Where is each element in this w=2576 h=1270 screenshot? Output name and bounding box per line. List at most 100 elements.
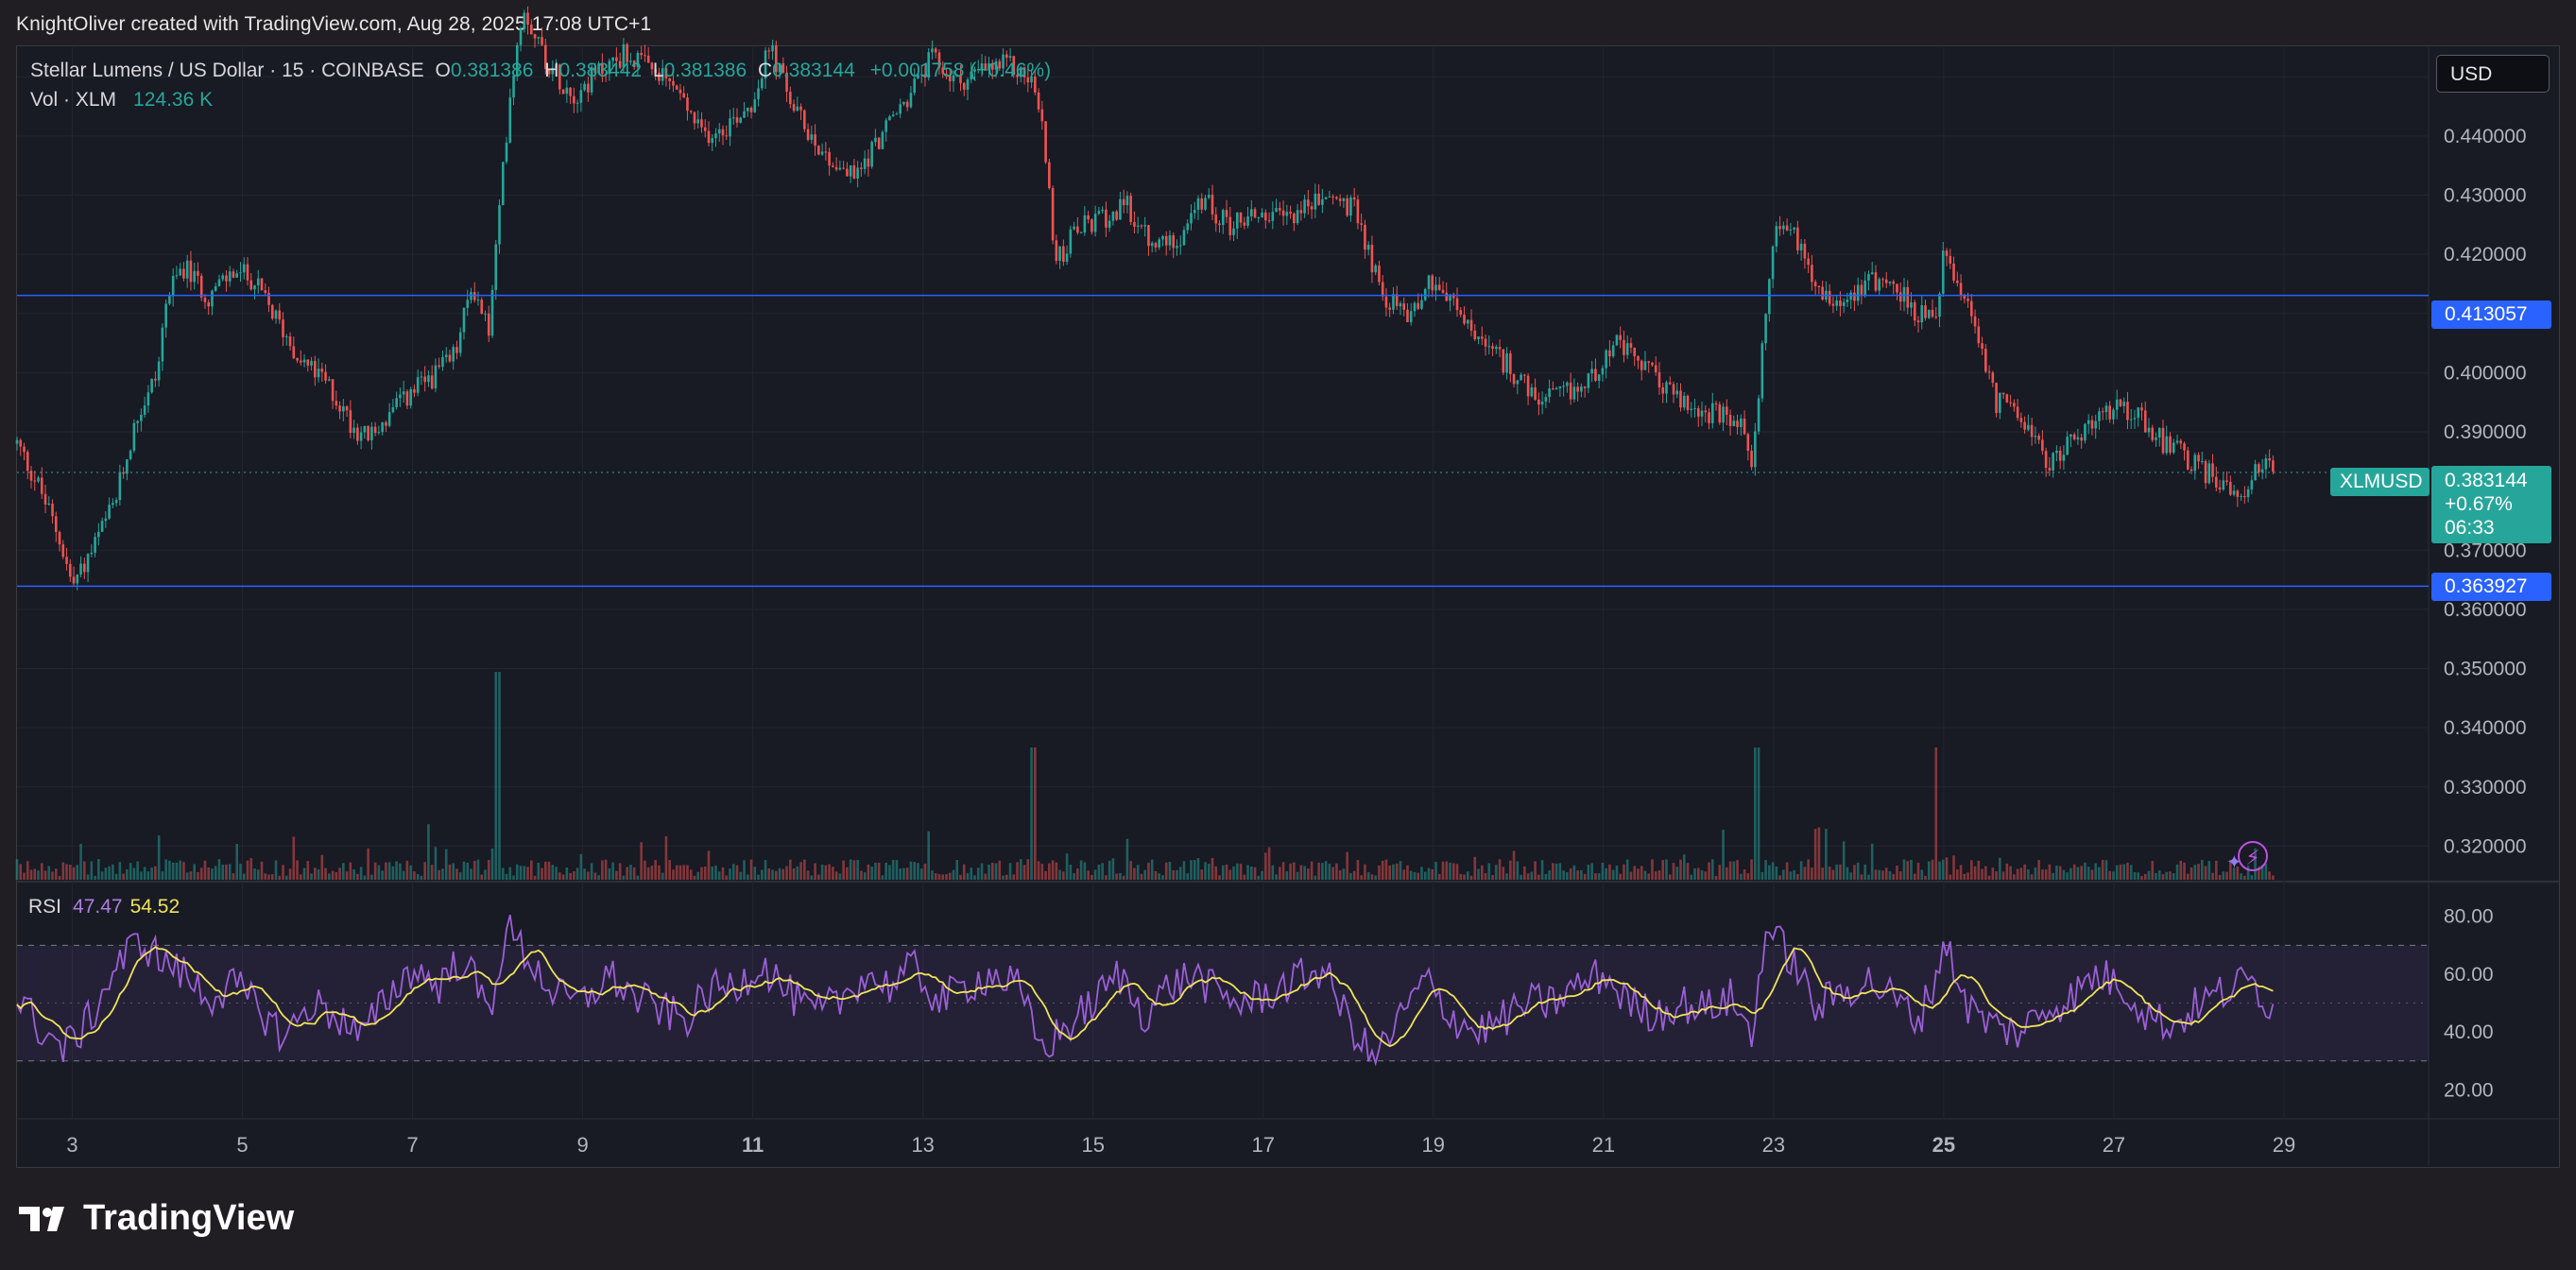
volume-bar <box>242 873 246 880</box>
candle-body <box>1682 395 1686 408</box>
volume-bar <box>2175 864 2179 880</box>
candle-body <box>179 268 181 276</box>
candle-body <box>2137 407 2140 419</box>
candle-body <box>1679 390 1682 408</box>
volume-bar <box>2272 875 2275 880</box>
volume-bar <box>2052 872 2054 880</box>
volume-bar <box>1849 872 1852 880</box>
volume-bar <box>1423 871 1427 880</box>
candle-body <box>2215 476 2218 488</box>
candle-body <box>2048 468 2052 471</box>
volume-bar <box>2112 871 2115 880</box>
candle-body <box>43 493 47 505</box>
volume-bar <box>1963 873 1966 880</box>
volume-bar <box>1105 875 1108 880</box>
volume-bar <box>1902 859 1906 880</box>
volume-bar <box>1999 857 2001 880</box>
volume-bar <box>629 865 632 880</box>
volume-bar <box>197 871 199 880</box>
volume-bar <box>1129 861 1132 880</box>
candle-body <box>1498 347 1502 350</box>
low-label: L <box>652 60 664 81</box>
candle-body <box>990 62 994 70</box>
candle-body <box>455 347 458 353</box>
volume-bar <box>2115 865 2119 880</box>
candle-body <box>544 44 547 70</box>
candle-body <box>1590 369 1593 374</box>
volume-bar <box>2119 864 2122 880</box>
volume-bar <box>1030 747 1033 880</box>
currency-selector[interactable]: USD <box>2436 55 2550 93</box>
candle-body <box>1949 255 1952 264</box>
candle-body <box>1633 348 1637 356</box>
volume-bar <box>668 860 671 880</box>
candle-body <box>1938 293 1941 318</box>
candle-body <box>1594 369 1597 381</box>
volume-bar <box>1728 861 1732 880</box>
volume-bar <box>1431 868 1434 880</box>
candle-body <box>416 377 420 393</box>
volume-bar <box>359 867 363 880</box>
volume-bar <box>832 867 834 880</box>
volume-bar <box>1108 860 1111 880</box>
volume-bar <box>729 868 731 880</box>
lightning-icon[interactable]: ⚡ <box>2238 841 2268 871</box>
volume-bar <box>931 870 934 880</box>
candle-body <box>1714 403 1718 404</box>
volume-bar <box>1637 868 1640 880</box>
candle-body <box>217 279 221 286</box>
candle-body <box>771 44 774 52</box>
volume-bar <box>799 862 802 880</box>
time-tick-label: 27 <box>2103 1133 2125 1157</box>
candle-body <box>2044 451 2048 469</box>
candle-body <box>650 62 654 70</box>
volume-bar <box>1554 863 1558 880</box>
candle-body <box>1055 240 1058 262</box>
candle-body <box>2076 437 2080 439</box>
tradingview-logo[interactable]: TradingView <box>19 1198 294 1239</box>
price-tick-label: 0.390000 <box>2444 421 2527 443</box>
volume-bar <box>1981 868 1984 880</box>
volume-bar <box>370 874 373 880</box>
candle-body <box>490 289 494 336</box>
candle-body <box>2197 455 2200 462</box>
candle-body <box>2115 399 2119 410</box>
time-tick-label: 11 <box>742 1133 764 1157</box>
volume-bar <box>278 875 282 880</box>
candle-body <box>2272 460 2275 472</box>
candle-body <box>604 74 608 76</box>
volume-bar <box>1051 860 1055 880</box>
volume-bar <box>427 824 430 880</box>
candle-body <box>94 537 96 553</box>
candle-body <box>1722 406 1725 423</box>
candle-body <box>629 60 632 62</box>
volume-bar <box>1455 864 1459 880</box>
volume-bar <box>1920 869 1924 880</box>
volume-bar <box>1417 872 1420 880</box>
candle-body <box>515 44 519 77</box>
candle-body <box>1034 77 1037 93</box>
candle-body <box>923 74 927 78</box>
volume-bar <box>1228 869 1232 880</box>
candle-body <box>2169 436 2172 454</box>
volume-bar <box>1835 864 1838 880</box>
candle-body <box>1392 294 1395 310</box>
volume-bar <box>345 871 349 880</box>
volume-bar <box>1566 872 1569 880</box>
candle-body <box>284 335 288 337</box>
candle-body <box>1754 431 1757 468</box>
volume-bar <box>490 848 494 880</box>
volume-bar <box>1537 874 1540 880</box>
volume-bar <box>2190 867 2193 880</box>
candle-body <box>731 117 735 119</box>
candle-body <box>2190 469 2193 472</box>
volume-bar <box>937 874 941 880</box>
rsi-ma-value: 54.52 <box>129 896 180 918</box>
candle-body <box>1182 230 1186 246</box>
volume-bar <box>1931 859 1934 880</box>
volume-bar <box>1647 873 1651 880</box>
candle-body <box>1279 208 1281 211</box>
volume-bar <box>1576 870 1579 880</box>
volume-bar <box>1314 875 1317 880</box>
